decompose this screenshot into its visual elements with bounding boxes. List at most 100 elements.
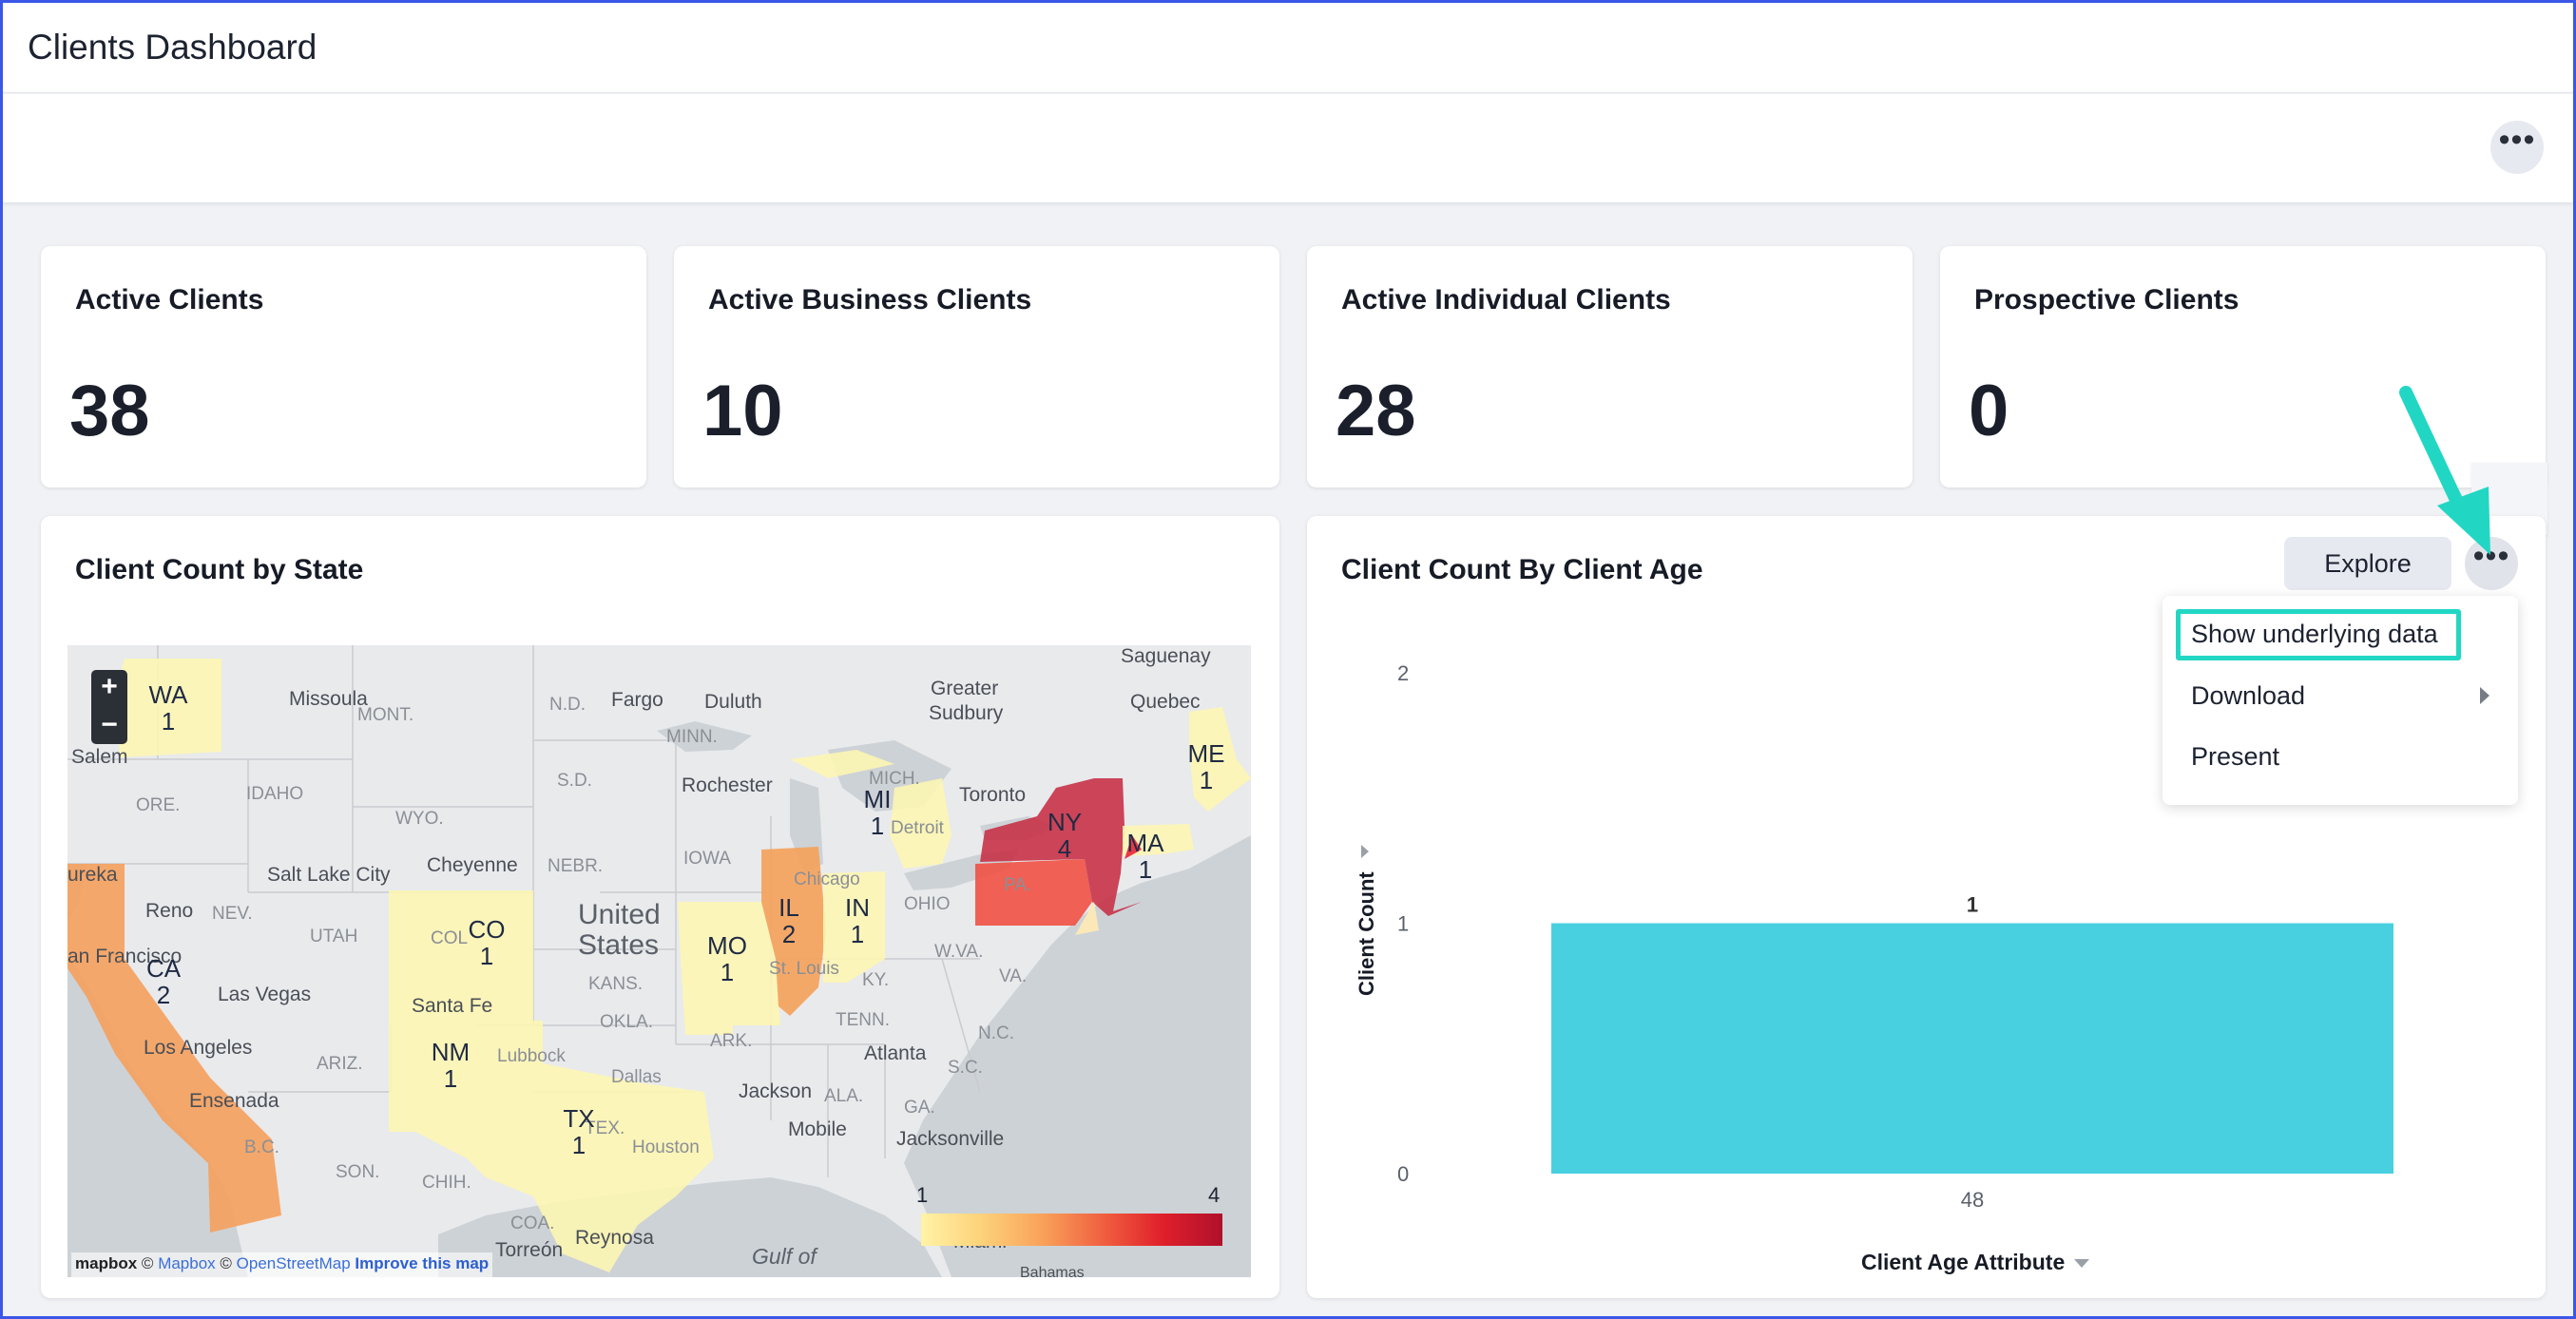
place-label: ARIZ. [317, 1054, 363, 1074]
place-label: COA. [510, 1214, 555, 1233]
highlight-annotation [2176, 609, 2461, 660]
state-shape-mo [678, 902, 780, 1035]
place-label: KY. [862, 970, 890, 990]
x-axis-label: Client Age Attribute [1861, 1250, 2066, 1274]
mapbox-link[interactable]: Mapbox [158, 1254, 216, 1272]
map-attribution: mapbox © Mapbox © OpenStreetMap Improve … [71, 1252, 493, 1277]
place-label: KANS. [588, 974, 644, 994]
place-label: Reno [145, 900, 194, 922]
place-label: Fargo [611, 689, 663, 711]
openstreetmap-link[interactable]: OpenStreetMap [236, 1254, 351, 1272]
place-label: Sudbury [929, 702, 1004, 724]
place-label: OKLA. [600, 1012, 653, 1032]
place-label: Salem [71, 746, 128, 768]
kpi-value: 0 [1969, 371, 2009, 451]
place-label: Ensenada [189, 1090, 279, 1112]
place-label: Torreón [495, 1239, 564, 1261]
place-label: ARK. [710, 1031, 753, 1051]
kpi-value: 38 [69, 371, 150, 451]
kpi-title: Active Individual Clients [1341, 284, 1671, 315]
place-label: Atlanta [864, 1042, 927, 1064]
page-header: Clients Dashboard [3, 3, 2573, 93]
place-label: N.C. [978, 1023, 1014, 1043]
kpi-card-prospective-clients: Prospective Clients 0 [1940, 246, 2546, 487]
place-label: Saguenay [1121, 645, 1211, 667]
place-label: Las Vegas [218, 984, 312, 1005]
x-axis-label-wrap[interactable]: Client Age Attribute [1861, 1250, 2090, 1275]
place-label: MINN. [666, 727, 718, 747]
state-shape-mi [790, 750, 952, 869]
y-tick-label: 0 [1397, 1162, 1409, 1186]
age-chart-title: Client Count By Client Age [1341, 554, 1703, 585]
explore-button[interactable]: Explore [2284, 537, 2451, 590]
choropleth-map[interactable]: + − Missoula MONT. N.D. Fargo Duluth MIN… [67, 645, 1251, 1277]
state-shape-tx [415, 1021, 714, 1272]
place-label: CHIH. [422, 1173, 471, 1193]
place-label: Lubbock [497, 1046, 566, 1066]
place-label: Mobile [788, 1118, 847, 1140]
copyright-symbol: © [220, 1254, 232, 1272]
kpi-card-active-clients: Active Clients 38 [41, 246, 646, 487]
place-label: Missoula [289, 688, 368, 710]
state-label-il: IL 2 [779, 893, 799, 948]
place-label: Duluth [704, 691, 762, 713]
state-label-tx: TX 1 [563, 1104, 595, 1159]
place-label: N.D. [549, 695, 586, 715]
bar-chart: 0 1 2 1 48 [1397, 661, 2393, 1212]
place-label: Rochester [682, 774, 773, 796]
place-label: COL [431, 928, 469, 948]
place-label: TENN. [836, 1010, 890, 1030]
place-label: Dallas [611, 1067, 662, 1087]
place-label: SON. [336, 1162, 380, 1182]
state-shape-il [761, 847, 826, 1016]
kpi-card-active-business-clients: Active Business Clients 10 [674, 246, 1279, 487]
place-label: MONT. [357, 705, 414, 725]
place-label: UTAH [310, 927, 358, 946]
state-shape-ny [980, 778, 1142, 916]
place-label: an Francisco [67, 946, 183, 967]
place-label: WYO. [395, 809, 444, 829]
place-label: Bahamas [1020, 1265, 1085, 1277]
state-shape-pa [975, 859, 1092, 926]
place-label: Jacksonville [896, 1128, 1005, 1150]
state-label-mi: MI 1 [863, 785, 892, 840]
legend-min-label: 1 [916, 1183, 929, 1207]
menu-item-download[interactable]: Download [2191, 681, 2306, 710]
legend-max-label: 4 [1208, 1183, 1221, 1207]
place-label: S.D. [557, 771, 592, 791]
state-shape-ca [67, 864, 281, 1233]
map-zoom-control: + − [91, 670, 127, 744]
menu-item-present[interactable]: Present [2191, 742, 2280, 771]
state-label-ca: CA 2 [145, 954, 182, 1009]
mapbox-logo: mapbox [75, 1254, 138, 1272]
state-label-mo: MO 1 [707, 931, 747, 986]
place-label: Santa Fe [412, 995, 493, 1017]
place-label: Salt Lake City [267, 864, 391, 886]
menu-item-show-underlying-data[interactable]: Show underlying data [2191, 620, 2438, 648]
map-panel-title: Client Count by State [75, 554, 364, 585]
zoom-in-button[interactable]: + [101, 671, 118, 702]
y-axis-label: Client Count [1355, 871, 1378, 996]
chart-more-button[interactable]: ••• [2465, 537, 2518, 590]
place-label: Greater [931, 678, 999, 699]
kpi-title: Prospective Clients [1974, 284, 2240, 315]
place-label: Chicago [794, 870, 860, 889]
place-label: United [578, 899, 661, 930]
place-label: States [578, 929, 660, 961]
place-label: ORE. [136, 795, 181, 815]
bar[interactable] [1551, 923, 2393, 1175]
place-label: MICH. [869, 769, 920, 789]
place-label: ALA. [824, 1086, 864, 1106]
improve-map-link[interactable]: Improve this map [355, 1254, 490, 1272]
zoom-out-button[interactable]: − [101, 709, 118, 740]
submenu-arrow-icon [2480, 687, 2489, 704]
place-label: GA. [904, 1098, 935, 1118]
state-label-ny: NY 4 [1047, 808, 1083, 863]
kpi-title: Active Clients [75, 284, 264, 315]
kpi-value: 10 [702, 371, 783, 451]
map-panel: Client Count by State [41, 516, 1279, 1298]
more-horizontal-icon: ••• [2498, 122, 2536, 158]
dashboard-more-button[interactable]: ••• [2490, 121, 2544, 174]
place-label: ureka [67, 864, 118, 886]
state-label-ma: MA 1 [1126, 829, 1164, 884]
